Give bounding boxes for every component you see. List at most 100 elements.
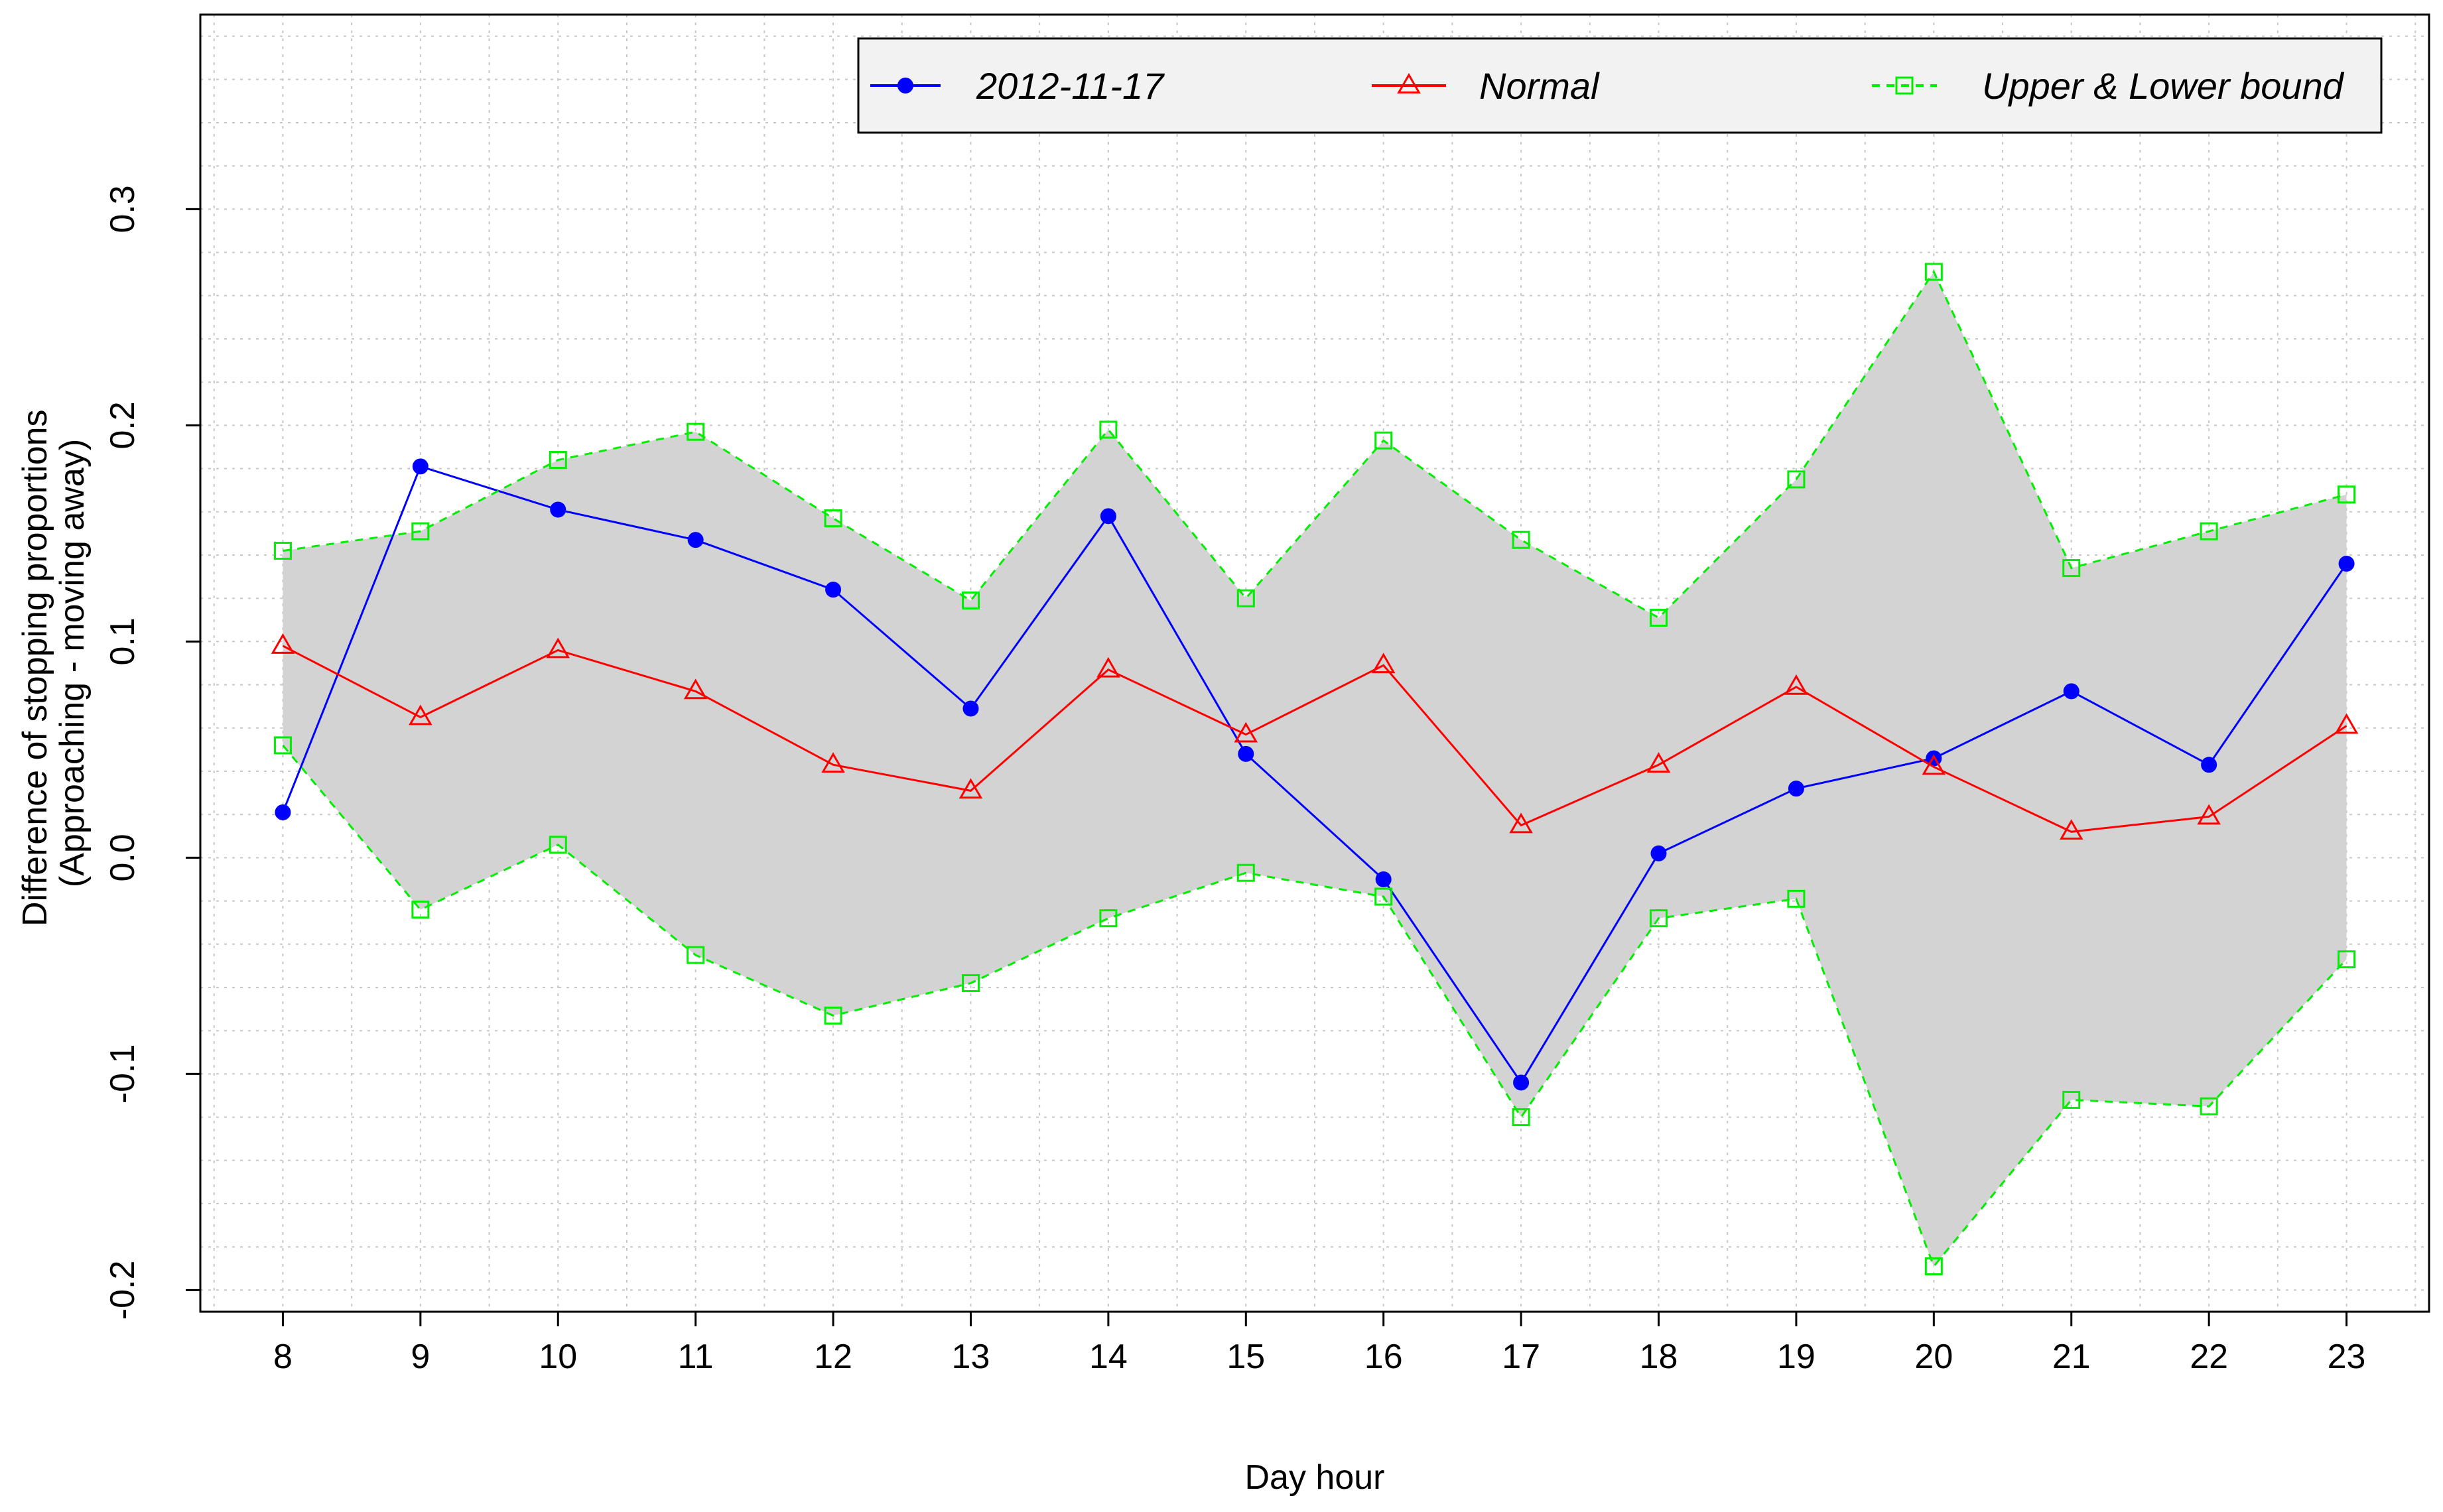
data-point bbox=[1650, 609, 1668, 627]
data-point bbox=[1509, 812, 1533, 834]
data-point bbox=[409, 704, 432, 725]
data-point bbox=[1099, 420, 1118, 439]
data-point bbox=[687, 422, 705, 441]
legend-box bbox=[857, 37, 2383, 134]
data-point bbox=[1374, 431, 1393, 450]
data-point bbox=[1236, 589, 1255, 607]
data-point bbox=[273, 541, 292, 560]
x-tick-label: 20 bbox=[1914, 1338, 1953, 1376]
y-tick-label: 0.0 bbox=[103, 834, 142, 881]
data-point bbox=[824, 509, 842, 528]
x-tick-label: 11 bbox=[678, 1338, 714, 1376]
legend: 2012-11-17 Normal Upper & Lower bound bbox=[857, 37, 2383, 134]
data-point bbox=[1397, 72, 1421, 94]
x-tick-label: 14 bbox=[1089, 1338, 1128, 1376]
x-tick-label: 22 bbox=[2190, 1338, 2228, 1376]
bound-band bbox=[283, 271, 2347, 1267]
data-point bbox=[1895, 76, 1914, 95]
x-tick-label: 21 bbox=[2052, 1338, 2091, 1376]
data-point bbox=[1374, 887, 1393, 906]
data-point bbox=[1234, 722, 1258, 743]
data-point bbox=[961, 591, 980, 609]
data-point bbox=[683, 678, 708, 700]
series-normal bbox=[271, 633, 2359, 840]
data-point bbox=[1787, 889, 1806, 908]
band-area bbox=[283, 271, 2347, 1267]
x-tick-label: 12 bbox=[814, 1338, 852, 1376]
data-point bbox=[2338, 950, 2356, 969]
x-tick-label: 13 bbox=[952, 1338, 990, 1376]
x-tick-label: 15 bbox=[1226, 1338, 1265, 1376]
y-axis: -0.2 -0.1 0.0 0.1 0.2 0.3 bbox=[103, 185, 200, 1320]
data-point bbox=[546, 637, 570, 659]
series-line bbox=[282, 645, 2347, 833]
y-tick-label: -0.1 bbox=[103, 1044, 142, 1104]
data-point bbox=[1784, 674, 1808, 695]
data-point bbox=[1650, 909, 1668, 928]
data-point bbox=[1924, 263, 1943, 281]
data-point bbox=[961, 974, 980, 992]
x-tick-label: 23 bbox=[2328, 1338, 2366, 1376]
x-tick-label: 18 bbox=[1640, 1338, 1678, 1376]
y-tick-label: 0.3 bbox=[103, 185, 142, 233]
data-point bbox=[821, 752, 845, 773]
x-tick-label: 9 bbox=[411, 1338, 430, 1376]
lower-bound-line bbox=[282, 744, 2347, 1269]
data-point bbox=[2197, 804, 2221, 825]
upper-bound-line bbox=[283, 269, 2347, 619]
series-layer bbox=[271, 263, 2359, 1276]
y-axis-title-line-1: Difference of stopping proportions bbox=[16, 409, 54, 926]
data-point bbox=[2201, 757, 2217, 773]
data-point bbox=[1371, 653, 1396, 674]
data-point bbox=[2062, 559, 2081, 578]
data-point bbox=[550, 501, 566, 518]
data-point bbox=[1236, 863, 1255, 882]
data-point bbox=[1512, 531, 1530, 549]
x-tick-label: 19 bbox=[1777, 1338, 1816, 1376]
x-tick-label: 16 bbox=[1364, 1338, 1403, 1376]
data-point bbox=[1646, 752, 1671, 773]
legend-item-normal: Normal bbox=[1372, 65, 1600, 107]
legend-item-upper-lower-bound: Upper & Lower bound bbox=[1872, 65, 2345, 107]
data-point bbox=[687, 532, 704, 548]
data-point bbox=[1650, 845, 1667, 861]
y-tick-label: -0.2 bbox=[103, 1261, 142, 1320]
y-tick-label: 0.1 bbox=[103, 617, 142, 665]
data-point bbox=[897, 78, 913, 94]
data-point bbox=[411, 901, 430, 919]
data-point bbox=[271, 633, 295, 654]
data-point bbox=[549, 836, 567, 854]
data-point bbox=[2062, 1091, 2081, 1109]
data-point bbox=[1922, 754, 1946, 775]
legend-label: Upper & Lower bound bbox=[1982, 65, 2345, 107]
data-point bbox=[1100, 508, 1116, 525]
data-point bbox=[2338, 485, 2356, 504]
y-axis-title: Difference of stopping proportions (Appr… bbox=[16, 400, 92, 926]
data-point bbox=[1512, 1108, 1530, 1127]
legend-label: Normal bbox=[1479, 65, 1600, 107]
data-point bbox=[549, 451, 567, 470]
data-point bbox=[962, 700, 979, 717]
y-tick-label: 0.2 bbox=[103, 401, 142, 449]
data-point bbox=[411, 522, 430, 540]
y-axis-title-line-2: (Approaching - moving away) bbox=[53, 439, 92, 887]
data-point bbox=[958, 778, 983, 799]
data-point bbox=[275, 804, 291, 820]
data-point bbox=[687, 946, 705, 964]
data-point bbox=[1375, 871, 1392, 887]
x-axis: 8 9 10 11 12 13 14 15 16 17 18 19 20 21 22 23 bbox=[273, 1310, 2366, 1376]
x-tick-label: 8 bbox=[273, 1338, 293, 1376]
data-point bbox=[1096, 657, 1120, 678]
data-point bbox=[2334, 713, 2359, 734]
x-axis-title: Day hour bbox=[1245, 1458, 1385, 1497]
legend-label: 2012-11-17 bbox=[976, 65, 1165, 107]
data-point bbox=[1238, 745, 1254, 762]
series-upper-lower-bound bbox=[273, 263, 2356, 1276]
data-point bbox=[1788, 781, 1804, 797]
data-point bbox=[1924, 1257, 1943, 1276]
data-point bbox=[412, 458, 429, 475]
data-point bbox=[824, 1006, 842, 1025]
data-point bbox=[825, 582, 842, 598]
x-tick-label: 17 bbox=[1502, 1338, 1540, 1376]
